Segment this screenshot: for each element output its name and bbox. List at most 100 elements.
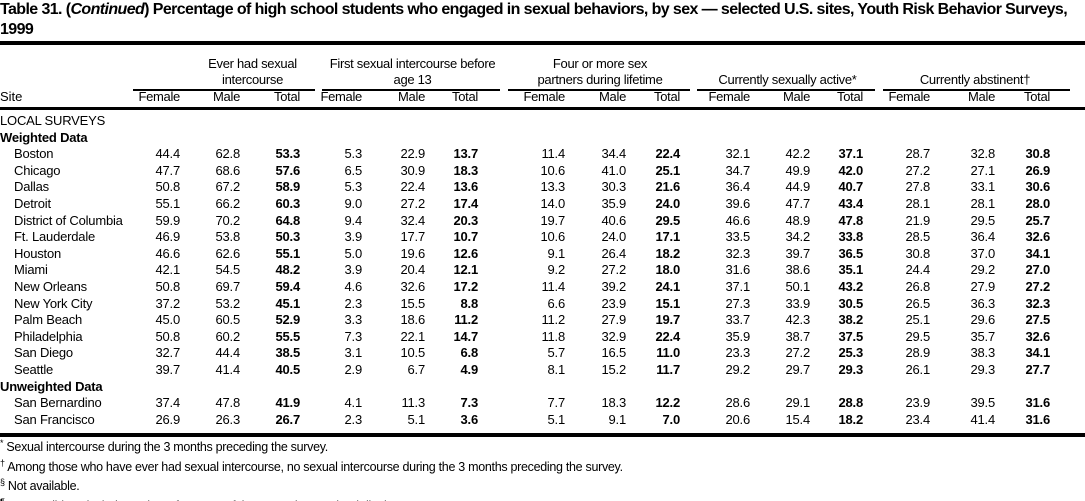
subheader-male: Male (968, 89, 995, 104)
data-table: LOCAL SURVEYS Weighted Data Boston 44.4 62.8… (0, 113, 1085, 428)
value-cell: 46.6 (725, 212, 750, 228)
footnote: § Not available. (0, 475, 623, 495)
value-cell: 33.7 (725, 312, 750, 328)
value-cell: 29.5 (970, 212, 995, 228)
value-cell: 40.6 (601, 212, 626, 228)
group-header-sexually-active: Currently sexually active* (718, 72, 857, 87)
value-cell: 22.4 (655, 328, 680, 344)
value-cell: 42.1 (155, 262, 180, 278)
site-name: Detroit (14, 195, 51, 211)
title-prefix: Table 31. ( (0, 1, 71, 18)
value-cell: 26.5 (905, 295, 930, 311)
table-row: Detroit 55.1 66.2 60.3 9.0 27.2 17.4 14.0 35.9 24… (0, 196, 1085, 213)
site-name: New York City (14, 295, 93, 311)
value-cell: 2.3 (344, 295, 363, 311)
group-header-ever-had: Ever had sexual intercourse (208, 56, 297, 87)
value-cell: 39.7 (785, 245, 810, 261)
value-cell: 31.6 (725, 262, 750, 278)
value-cell: 39.6 (725, 195, 750, 211)
value-cell: 3.6 (460, 411, 479, 427)
value-cell: 31.6 (1025, 411, 1050, 427)
value-cell: 14.7 (453, 328, 478, 344)
value-cell: 47.7 (785, 195, 810, 211)
value-cell: 54.5 (215, 262, 240, 278)
value-cell: 9.1 (547, 245, 566, 261)
value-cell: 28.0 (1025, 195, 1050, 211)
value-cell: 48.2 (275, 262, 300, 278)
value-cell: 34.7 (725, 162, 750, 178)
value-cell: 30.8 (1025, 146, 1050, 162)
value-cell: 29.5 (655, 212, 680, 228)
value-cell: 6.8 (460, 345, 479, 361)
subheader-male: Male (213, 89, 240, 104)
value-cell: 33.9 (785, 295, 810, 311)
value-cell: 31.6 (1025, 395, 1050, 411)
top-rule (0, 41, 1085, 45)
value-cell: 35.1 (838, 262, 863, 278)
value-cell: 28.1 (905, 195, 930, 211)
value-cell: 24.0 (601, 229, 626, 245)
table-row: San Francisco 26.9 26.3 26.7 2.3 5.1 3.6 5.1 9.1… (0, 412, 1085, 429)
value-cell: 50.3 (275, 229, 300, 245)
value-cell: 7.7 (547, 395, 566, 411)
subheader-total: Total (452, 89, 478, 104)
value-cell: 26.9 (155, 411, 180, 427)
value-cell: 59.9 (155, 212, 180, 228)
table-row: Miami 42.1 54.5 48.2 3.9 20.4 12.1 9.2 27.2 18.0 3… (0, 262, 1085, 279)
value-cell: 34.2 (785, 229, 810, 245)
value-cell: 38.6 (785, 262, 810, 278)
footnote-text: Not available. (7, 479, 80, 494)
value-cell: 18.2 (655, 245, 680, 261)
subheader-total: Total (274, 89, 300, 104)
group-header-before-13: First sexual intercourse before age 13 (329, 56, 496, 87)
table-row: Chicago 47.7 68.6 57.6 6.5 30.9 18.3 10.6 41.0 25… (0, 163, 1085, 180)
header-rule (0, 107, 1085, 110)
site-name: New Orleans (14, 278, 87, 294)
value-cell: 27.2 (1025, 278, 1050, 294)
value-cell: 67.2 (215, 179, 240, 195)
site-name: Palm Beach (14, 312, 83, 328)
value-cell: 38.2 (838, 312, 863, 328)
value-cell: 11.4 (541, 278, 565, 294)
site-name: San Bernardino (14, 395, 102, 411)
value-cell: 42.0 (838, 162, 863, 178)
value-cell: 11.3 (401, 395, 425, 411)
value-cell: 50.8 (155, 179, 180, 195)
value-cell: 27.1 (970, 162, 995, 178)
value-cell: 2.3 (344, 411, 363, 427)
value-cell: 2.9 (344, 361, 363, 377)
value-cell: 50.8 (155, 328, 180, 344)
value-cell: 33.8 (838, 229, 863, 245)
value-cell: 44.9 (785, 179, 810, 195)
value-cell: 11.2 (454, 312, 478, 328)
value-cell: 27.2 (905, 162, 930, 178)
site-name: District of Columbia (14, 212, 123, 228)
value-cell: 41.9 (275, 395, 300, 411)
value-cell: 35.7 (970, 328, 995, 344)
section-label: Unweighted Data (0, 378, 103, 394)
value-cell: 19.7 (540, 212, 565, 228)
value-cell: 24.4 (905, 262, 930, 278)
value-cell: 27.7 (1025, 361, 1050, 377)
value-cell: 70.2 (215, 212, 240, 228)
value-cell: 22.4 (655, 146, 680, 162)
value-cell: 55.5 (275, 328, 300, 344)
value-cell: 28.7 (905, 146, 930, 162)
value-cell: 30.6 (1025, 179, 1050, 195)
value-cell: 47.7 (155, 162, 180, 178)
site-name: Boston (14, 146, 54, 162)
section-label: LOCAL SURVEYS (0, 113, 106, 128)
value-cell: 22.4 (400, 179, 425, 195)
footnote-mark: ¶ (0, 497, 5, 501)
value-cell: 26.9 (1025, 162, 1050, 178)
table-row: Seattle 39.7 41.4 40.5 2.9 6.7 4.9 8.1 15.2 11.7 2… (0, 362, 1085, 379)
value-cell: 27.9 (970, 278, 995, 294)
value-cell: 15.1 (655, 295, 680, 311)
value-cell: 25.1 (905, 312, 930, 328)
value-cell: 9.0 (344, 195, 363, 211)
value-cell: 27.9 (601, 312, 626, 328)
bottom-rule (0, 433, 1085, 437)
footnote-text: Survey did not include students from one… (8, 499, 405, 501)
group-underline (508, 89, 690, 91)
